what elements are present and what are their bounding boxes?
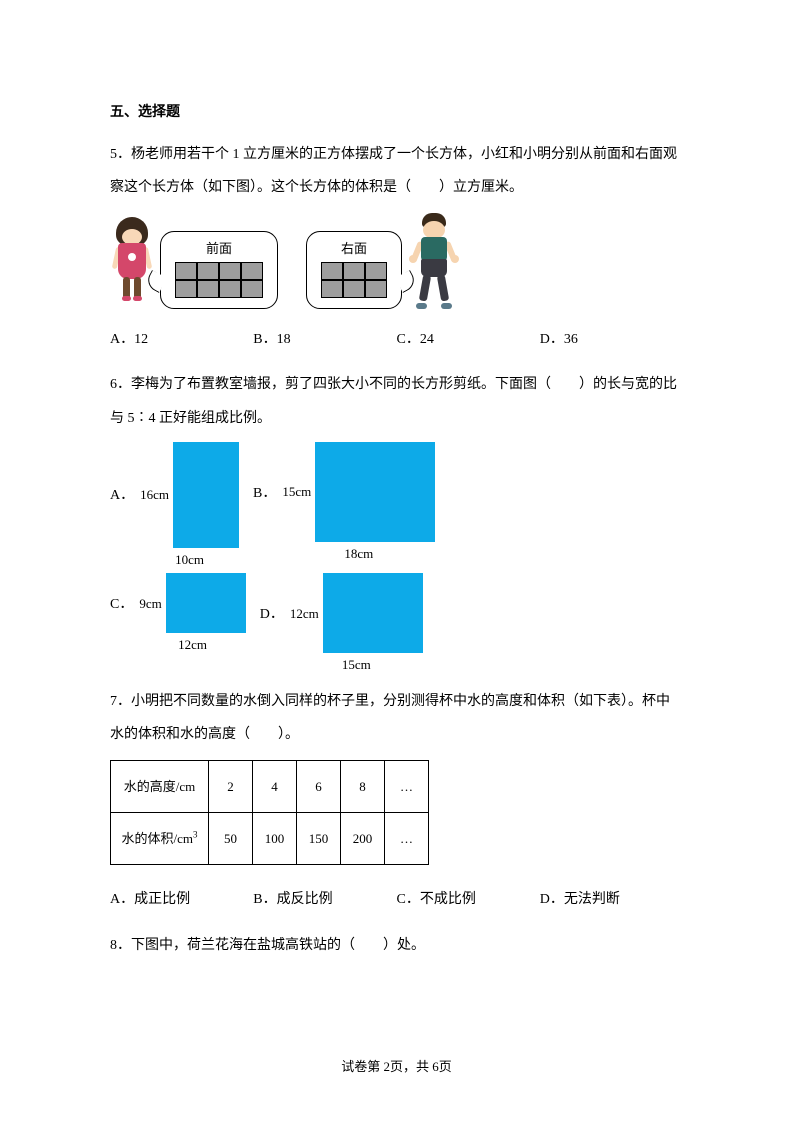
q6-rect-d [323, 573, 423, 653]
q6-letter-b: B． [253, 442, 276, 503]
q6-option-d: D． 12cm 15cm [260, 573, 423, 673]
front-view-bubble: 前面 [160, 231, 278, 309]
q6-rect-b [315, 442, 435, 542]
front-grid [175, 262, 263, 298]
q5-option-c: C．24 [397, 323, 540, 357]
q7-option-a: A．成正比例 [110, 883, 253, 917]
q6-option-a: A． 16cm 10cm [110, 442, 239, 568]
q7-option-d: D．无法判断 [540, 883, 683, 917]
q5-option-d: D．36 [540, 323, 683, 357]
q7-r2c3: 150 [297, 813, 341, 865]
q6-side-d: 12cm [290, 607, 319, 620]
q6-letter-a: A． [110, 442, 134, 505]
q6-side-b: 15cm [282, 485, 311, 498]
question-6: 6．李梅为了布置教室墙报，剪了四张大小不同的长方形剪纸。下面图（ ）的长与宽的比… [110, 368, 683, 672]
q7-r1c2: 4 [253, 760, 297, 812]
q7-r2c2: 100 [253, 813, 297, 865]
table-row: 水的高度/cm 2 4 6 8 … [111, 760, 429, 812]
section-title: 五、选择题 [110, 96, 683, 130]
page-footer: 试卷第 2页，共 6页 [0, 1051, 793, 1082]
q6-letter-c: C． [110, 573, 133, 614]
q5-text: 5．杨老师用若干个 1 立方厘米的正方体摆成了一个长方体，小红和小明分别从前面和… [110, 138, 683, 205]
q7-row1-label: 水的高度/cm [111, 760, 209, 812]
q6-rect-c [166, 573, 246, 633]
q7-r1c4: 8 [341, 760, 385, 812]
table-row: 水的体积/cm3 50 100 150 200 … [111, 813, 429, 865]
right-view-bubble: 右面 [306, 231, 402, 309]
q6-option-c: C． 9cm 12cm [110, 573, 246, 653]
q6-side-a: 16cm [140, 488, 169, 501]
question-8: 8．下图中，荷兰花海在盐城高铁站的（ ）处。 [110, 929, 683, 963]
q7-r1c1: 2 [209, 760, 253, 812]
q7-r2c5: … [385, 813, 429, 865]
right-label: 右面 [321, 240, 387, 258]
q7-r2c4: 200 [341, 813, 385, 865]
boy-icon [408, 213, 460, 309]
q6-rect-a [173, 442, 239, 548]
q8-text: 8．下图中，荷兰花海在盐城高铁站的（ ）处。 [110, 929, 683, 963]
q7-option-c: C．不成比例 [397, 883, 540, 917]
q7-table: 水的高度/cm 2 4 6 8 … 水的体积/cm3 50 100 150 20… [110, 760, 429, 865]
q5-option-a: A．12 [110, 323, 253, 357]
q6-letter-d: D． [260, 573, 284, 624]
q6-bottom-d: 15cm [342, 657, 371, 673]
right-grid [321, 262, 387, 298]
q7-option-b: B．成反比例 [253, 883, 396, 917]
q7-r1c3: 6 [297, 760, 341, 812]
q6-bottom-c: 12cm [178, 637, 207, 653]
q6-text: 6．李梅为了布置教室墙报，剪了四张大小不同的长方形剪纸。下面图（ ）的长与宽的比… [110, 368, 683, 435]
q5-option-b: B．18 [253, 323, 396, 357]
question-5: 5．杨老师用若干个 1 立方厘米的正方体摆成了一个长方体，小红和小明分别从前面和… [110, 138, 683, 357]
front-label: 前面 [175, 240, 263, 258]
q5-figure: 前面 右面 [110, 213, 683, 309]
q6-side-c: 9cm [139, 597, 161, 610]
q7-text: 7．小明把不同数量的水倒入同样的杯子里，分别测得杯中水的高度和体积（如下表）。杯… [110, 685, 683, 752]
q6-row-2: C． 9cm 12cm D． 12cm 15cm [110, 573, 683, 673]
q7-row2-label: 水的体积/cm3 [111, 813, 209, 865]
q6-row-1: A． 16cm 10cm B． 15cm 18cm [110, 442, 683, 568]
q5-right-group: 右面 [306, 213, 460, 309]
question-7: 7．小明把不同数量的水倒入同样的杯子里，分别测得杯中水的高度和体积（如下表）。杯… [110, 685, 683, 917]
q7-r1c5: … [385, 760, 429, 812]
q5-left-group: 前面 [110, 217, 278, 309]
q6-option-b: B． 15cm 18cm [253, 442, 435, 562]
q5-options: A．12 B．18 C．24 D．36 [110, 323, 683, 357]
q7-r2c1: 50 [209, 813, 253, 865]
q7-options: A．成正比例 B．成反比例 C．不成比例 D．无法判断 [110, 883, 683, 917]
q6-bottom-b: 18cm [344, 546, 373, 562]
q6-bottom-a: 10cm [175, 552, 204, 568]
girl-icon [110, 217, 154, 309]
